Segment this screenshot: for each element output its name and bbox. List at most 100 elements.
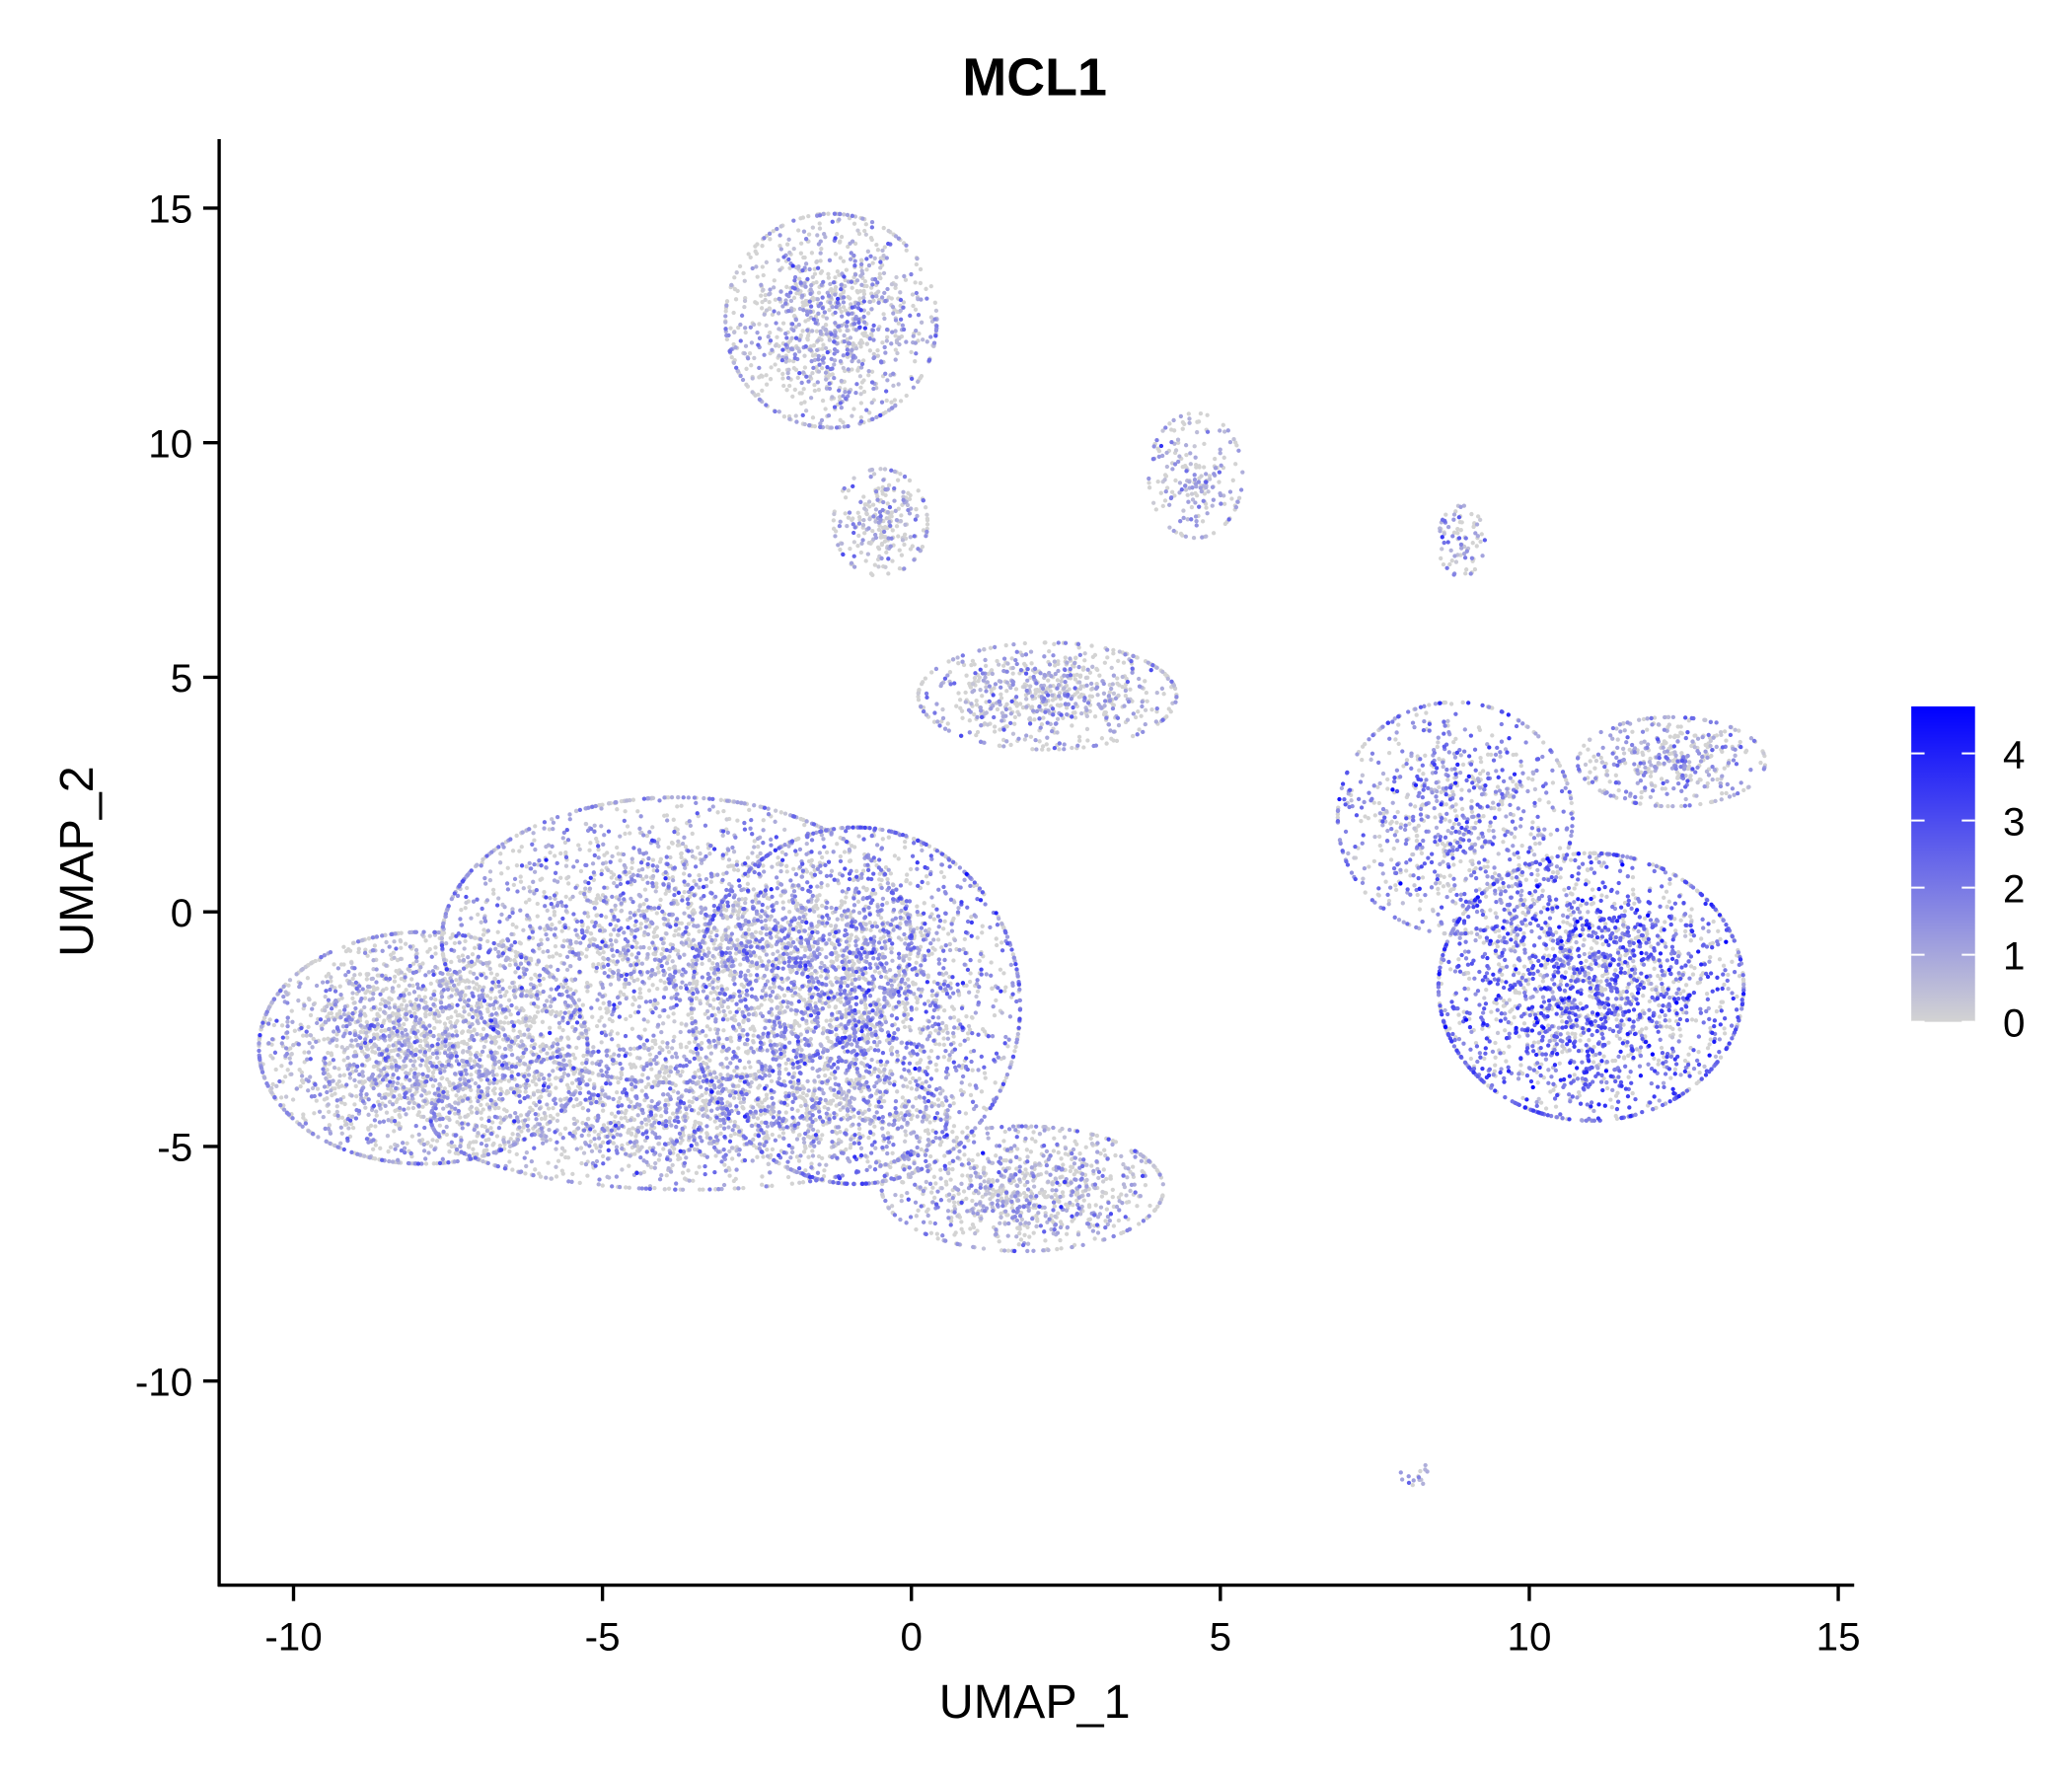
cell-point: [577, 1180, 582, 1186]
cell-point: [499, 871, 504, 876]
cell-point: [510, 849, 516, 853]
cell-point: [449, 1144, 454, 1149]
cell-point: [897, 565, 903, 571]
cell-point: [469, 1073, 474, 1077]
cell-point: [1110, 1139, 1116, 1144]
cell-point: [712, 990, 717, 995]
cell-point: [898, 472, 903, 477]
cell-point: [594, 1023, 600, 1029]
cell-point: [601, 950, 606, 955]
cell-point: [574, 1045, 579, 1051]
cell-point: [590, 1014, 595, 1019]
cell-point: [829, 924, 834, 928]
cell-point: [728, 1133, 733, 1139]
cell-point: [831, 518, 836, 523]
cell-point: [1025, 1224, 1030, 1230]
cell-point: [399, 1002, 405, 1007]
cell-point: [679, 854, 684, 860]
cell-point: [1081, 1198, 1086, 1203]
cell-point: [533, 1167, 538, 1172]
cell-point: [373, 1143, 378, 1147]
cell-point: [916, 1208, 921, 1213]
cell-point: [839, 899, 845, 904]
cell-point: [943, 1023, 949, 1029]
cell-point: [491, 891, 496, 896]
cell-point: [488, 1126, 493, 1131]
cell-point: [903, 1007, 909, 1012]
cell-point: [569, 1080, 575, 1085]
cell-point: [623, 831, 628, 837]
cell-point: [523, 1089, 528, 1094]
cell-point: [905, 872, 910, 877]
cell-point: [916, 488, 921, 493]
cell-point: [919, 1147, 924, 1152]
cell-point: [471, 1140, 477, 1145]
cell-point: [803, 1168, 808, 1173]
cell-point: [514, 863, 520, 868]
cell-point: [615, 845, 620, 851]
cell-point: [801, 387, 806, 392]
cell-point: [851, 877, 856, 883]
cell-point: [930, 1185, 935, 1190]
cell-point: [664, 1069, 669, 1074]
cell-point: [689, 1010, 695, 1016]
cell-point: [682, 890, 687, 895]
cell-point: [616, 851, 621, 856]
cell-point: [769, 999, 775, 1003]
cell-point: [833, 287, 838, 292]
cell-point: [465, 963, 470, 969]
cell-point: [913, 280, 918, 285]
cell-point: [922, 901, 926, 906]
cell-point: [399, 945, 404, 950]
cell-point: [897, 969, 902, 974]
cell-point: [628, 1013, 633, 1019]
cell-point: [739, 982, 744, 988]
cell-point: [1061, 1162, 1066, 1167]
cell-point: [598, 1005, 603, 1011]
cell-point: [956, 1018, 961, 1023]
cell-point: [801, 255, 806, 260]
cell-point: [855, 510, 860, 515]
cell-point: [872, 969, 878, 974]
cell-point: [615, 1089, 620, 1095]
cell-point: [289, 1008, 294, 1013]
cell-point: [546, 1160, 551, 1165]
cell-point: [755, 274, 760, 279]
cell-point: [666, 1073, 672, 1078]
cell-point: [1064, 1231, 1070, 1236]
cell-point: [917, 331, 922, 336]
cell-point: [697, 928, 702, 934]
cell-point: [693, 1070, 698, 1075]
cell-point: [768, 1039, 773, 1044]
cell-point: [348, 1121, 354, 1127]
cell-point: [430, 1138, 435, 1143]
cell-point: [271, 1022, 276, 1028]
cell-point: [761, 818, 766, 823]
cell-point: [939, 869, 944, 875]
cell-point: [491, 1141, 496, 1147]
cell-point: [397, 1112, 402, 1118]
cell-point: [527, 897, 532, 903]
cell-point: [928, 1048, 934, 1054]
cell-point: [675, 843, 681, 848]
cell-point: [690, 831, 695, 837]
cell-point: [791, 295, 797, 300]
cell-point: [764, 382, 770, 387]
cell-point: [736, 1046, 741, 1051]
cell-point: [875, 248, 881, 253]
cell-point: [327, 1109, 332, 1115]
cell-point: [673, 928, 678, 933]
cell-point: [968, 1092, 974, 1098]
cell-point: [768, 377, 774, 382]
cell-point: [613, 1114, 618, 1119]
cell-point: [425, 949, 430, 954]
cell-point: [364, 1019, 369, 1025]
cell-point: [350, 1125, 356, 1131]
cell-point: [347, 948, 353, 953]
cell-point: [751, 1033, 756, 1038]
cell-point: [468, 1099, 473, 1104]
cell-point: [1102, 1147, 1107, 1152]
cell-point: [758, 1112, 764, 1117]
cell-point: [510, 1167, 515, 1172]
cell-point: [463, 906, 468, 911]
